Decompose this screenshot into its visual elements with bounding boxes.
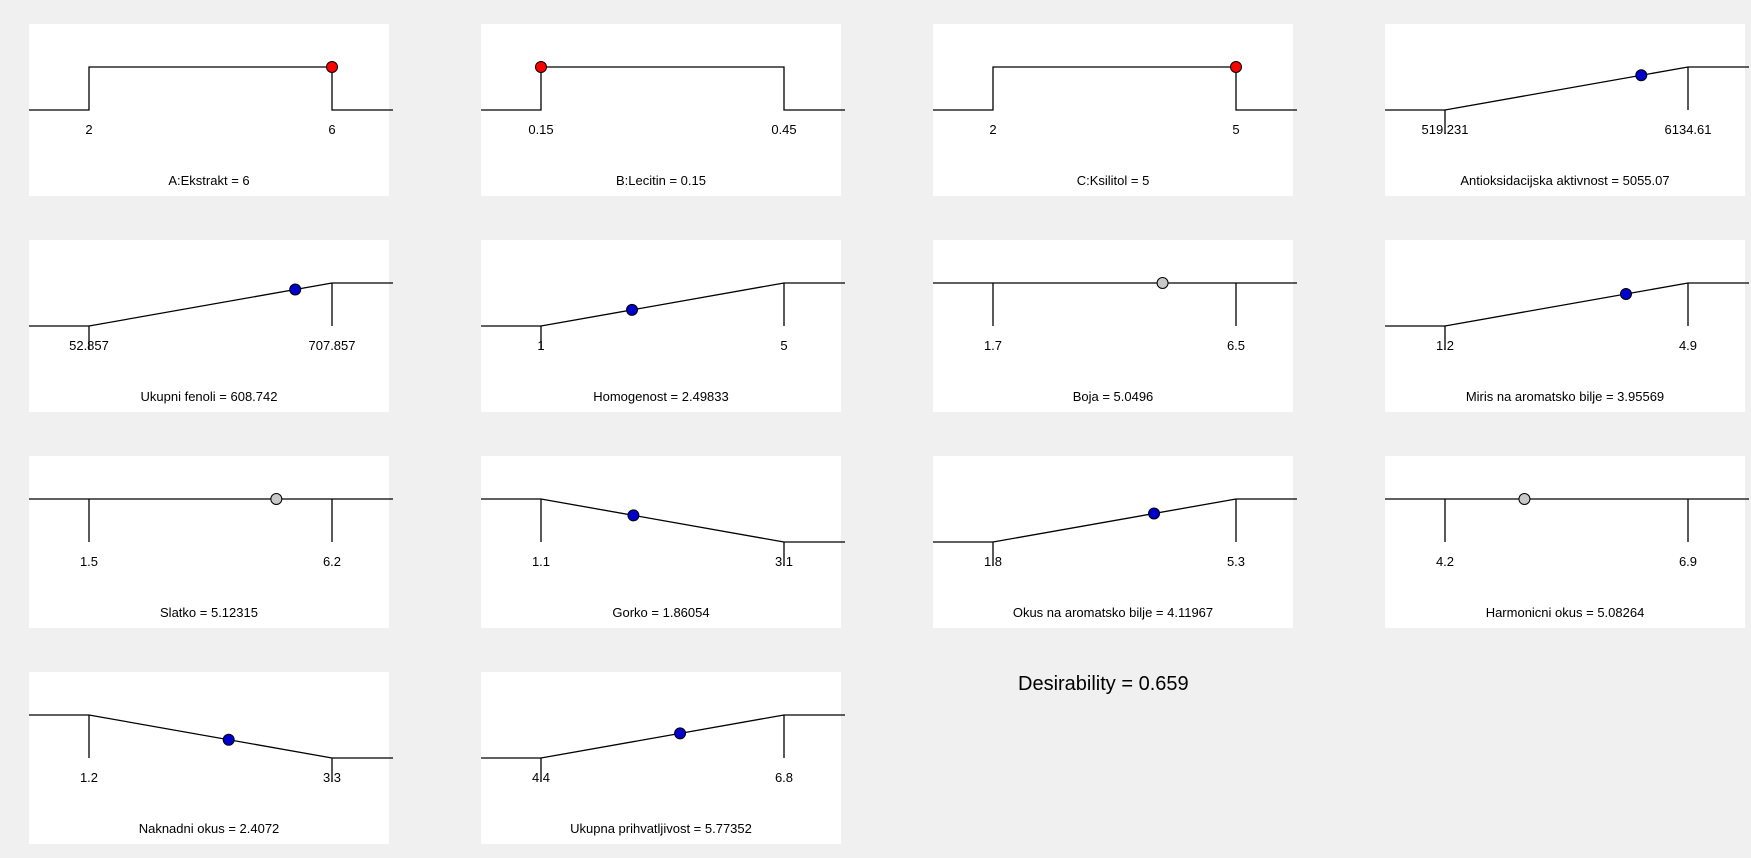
desirability-label: Desirability = 0.659 [1018,673,1189,695]
panel-caption: Gorko = 1.86054 [612,605,709,620]
current-setting-point [626,303,639,316]
low-tick-label: 1.2 [80,770,98,785]
desirability-curve [29,66,393,111]
desirability-curve [481,714,845,759]
current-setting-point [222,733,235,746]
current-setting-point [1230,61,1242,73]
desirability-panel: 1.7 6.5 Boja = 5.0496 [933,240,1297,412]
desirability-curve [481,498,845,543]
high-tick-label: 6.2 [323,554,341,569]
desirability-panel: 4.4 6.8 Ukupna prihvatljivost = 5.77352 [481,672,845,844]
panel-caption: Boja = 5.0496 [1073,389,1154,404]
desirability-panel: 1 5 Homogenost = 2.49833 [481,240,845,412]
low-tick-label: 1.8 [984,554,1002,569]
low-tick-label: 2 [989,122,996,137]
high-tick-label: 6.5 [1227,338,1245,353]
current-setting-point [1635,69,1648,82]
desirability-panel: 2 5 C:Ksilitol = 5 [933,24,1297,196]
high-tick-label: 6.8 [775,770,793,785]
desirability-curve [29,714,393,759]
desirability-panel: 1.8 5.3 Okus na aromatsko bilje = 4.11967 [933,456,1297,628]
low-tick-label: 1 [537,338,544,353]
panel-background [1385,456,1745,628]
desirability-curve [481,66,845,111]
desirability-curve [1385,282,1749,327]
current-setting-point [289,283,302,296]
low-tick-label: 52.857 [69,338,109,353]
panel-caption: Harmonicni okus = 5.08264 [1486,605,1645,620]
low-tick-label: 1.5 [80,554,98,569]
panel-caption: Homogenost = 2.49833 [593,389,729,404]
panel-caption: Miris na aromatsko bilje = 3.95569 [1466,389,1664,404]
desirability-panel: 2 6 A:Ekstrakt = 6 [29,24,393,196]
high-tick-label: 5 [780,338,787,353]
desirability-curve [1385,66,1749,111]
low-tick-label: 1.7 [984,338,1002,353]
desirability-curve [481,282,845,327]
panel-caption: A:Ekstrakt = 6 [168,173,249,188]
high-tick-label: 6.9 [1679,554,1697,569]
high-tick-label: 6134.61 [1665,122,1712,137]
current-setting-point [1156,277,1169,289]
desirability-panel: 4.2 6.9 Harmonicni okus = 5.08264 [1385,456,1749,628]
desirability-curve [933,66,1297,111]
current-setting-point [535,61,547,73]
low-tick-label: 1.1 [532,554,550,569]
desirability-panel: 1.1 3.1 Gorko = 1.86054 [481,456,845,628]
high-tick-label: 5.3 [1227,554,1245,569]
low-tick-label: 4.2 [1436,554,1454,569]
panel-background [29,456,389,628]
panel-caption: Slatko = 5.12315 [160,605,258,620]
high-tick-label: 3.1 [775,554,793,569]
high-tick-label: 4.9 [1679,338,1697,353]
low-tick-label: 2 [85,122,92,137]
panel-caption: Ukupni fenoli = 608.742 [141,389,278,404]
desirability-panel: 1.2 3.3 Naknadni okus = 2.4072 [29,672,393,844]
low-tick-label: 0.15 [528,122,553,137]
desirability-curve [933,498,1297,543]
current-setting-point [1518,493,1531,505]
low-tick-label: 519.231 [1422,122,1469,137]
desirability-panel: 0.15 0.45 B:Lecitin = 0.15 [481,24,845,196]
desirability-panel: 519.231 6134.61 Antioksidacijska aktivnost… [1385,24,1749,196]
panel-caption: C:Ksilitol = 5 [1077,173,1150,188]
current-setting-point [270,493,283,505]
low-tick-label: 1.2 [1436,338,1454,353]
high-tick-label: 5 [1232,122,1239,137]
high-tick-label: 707.857 [309,338,356,353]
panel-caption: B:Lecitin = 0.15 [616,173,706,188]
high-tick-label: 6 [328,122,335,137]
panel-caption: Antioksidacijska aktivnost = 5055.07 [1460,173,1669,188]
panel-caption: Okus na aromatsko bilje = 4.11967 [1013,605,1213,620]
panel-caption: Ukupna prihvatljivost = 5.77352 [570,821,752,836]
current-setting-point [627,509,640,522]
panel-background [933,240,1293,412]
desirability-curve [29,282,393,327]
low-tick-label: 4.4 [532,770,550,785]
current-setting-point [326,61,338,73]
panel-caption: Naknadni okus = 2.4072 [139,821,280,836]
desirability-panel: 1.2 4.9 Miris na aromatsko bilje = 3.95569 [1385,240,1749,412]
current-setting-point [674,727,687,740]
current-setting-point [1619,287,1632,300]
high-tick-label: 0.45 [771,122,796,137]
desirability-panel: 1.5 6.2 Slatko = 5.12315 [29,456,393,628]
current-setting-point [1148,507,1161,520]
desirability-panel: 52.857 707.857 Ukupni fenoli = 608.742 [29,240,393,412]
high-tick-label: 3.3 [323,770,341,785]
